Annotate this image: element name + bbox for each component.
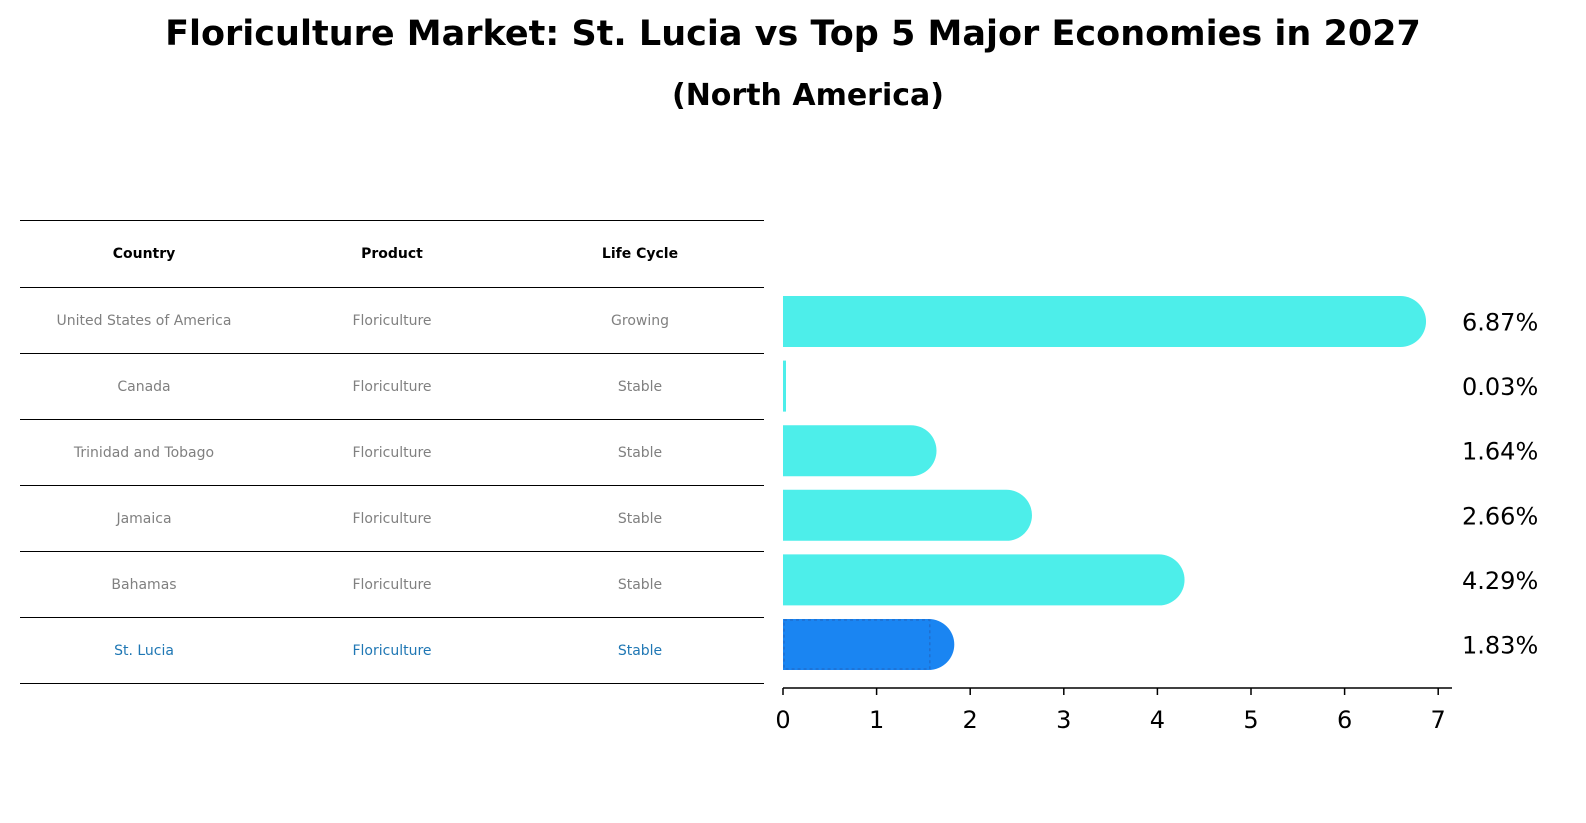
cell-country: Bahamas bbox=[111, 576, 177, 593]
cell-product: Floriculture bbox=[352, 378, 432, 395]
data-table: Country Product Life Cycle United States… bbox=[20, 220, 764, 684]
value-label: 0.03% bbox=[1462, 373, 1538, 401]
cell-product: Floriculture bbox=[352, 312, 432, 329]
cell-country: St. Lucia bbox=[114, 642, 174, 659]
cell-country: United States of America bbox=[56, 312, 232, 329]
cell-life-cycle: Stable bbox=[617, 642, 663, 659]
x-tick-label: 6 bbox=[1337, 706, 1352, 734]
header-life-cycle: Life Cycle bbox=[601, 246, 679, 262]
table-row-highlight: St. Lucia Floriculture Stable bbox=[20, 618, 764, 683]
x-tick-label: 0 bbox=[775, 706, 790, 734]
table-rule bbox=[20, 683, 764, 684]
cell-life-cycle: Stable bbox=[617, 576, 663, 593]
x-tick-label: 3 bbox=[1056, 706, 1071, 734]
cell-life-cycle: Stable bbox=[617, 510, 663, 527]
table-row: Trinidad and Tobago Floriculture Stable bbox=[20, 420, 764, 485]
table-rule bbox=[20, 551, 764, 552]
bar bbox=[783, 425, 937, 477]
x-tick-label: 1 bbox=[869, 706, 884, 734]
table-rule bbox=[20, 287, 764, 288]
header-product: Product bbox=[361, 246, 423, 262]
bar bbox=[783, 296, 1427, 347]
chart-title: Floriculture Market: St. Lucia vs Top 5 … bbox=[165, 14, 1421, 54]
cell-product: Floriculture bbox=[352, 642, 432, 659]
table-rule bbox=[20, 419, 764, 420]
x-tick-label: 2 bbox=[963, 706, 978, 734]
bar-highlight-outline bbox=[783, 619, 931, 670]
table-rule bbox=[20, 220, 764, 221]
header-country: Country bbox=[112, 246, 176, 262]
table-row: Bahamas Floriculture Stable bbox=[20, 552, 764, 617]
table-row: United States of America Floriculture Gr… bbox=[20, 288, 764, 353]
bar-highlight bbox=[783, 619, 955, 670]
cell-country: Canada bbox=[117, 378, 171, 395]
bar bbox=[783, 489, 1032, 541]
table-rule bbox=[20, 353, 764, 354]
table-row: Jamaica Floriculture Stable bbox=[20, 486, 764, 551]
cell-product: Floriculture bbox=[352, 444, 432, 461]
x-tick-label: 5 bbox=[1243, 706, 1258, 734]
table-rule bbox=[20, 485, 764, 486]
bar bbox=[783, 360, 786, 412]
cell-life-cycle: Stable bbox=[617, 444, 663, 461]
cell-life-cycle: Growing bbox=[611, 312, 669, 329]
value-label: 6.87% bbox=[1462, 309, 1538, 337]
table-header-row: Country Product Life Cycle bbox=[20, 221, 764, 287]
table-rule bbox=[20, 617, 764, 618]
cell-product: Floriculture bbox=[352, 510, 432, 527]
cell-product: Floriculture bbox=[352, 576, 432, 593]
chart-subtitle: (North America) bbox=[671, 78, 944, 113]
value-label: 1.64% bbox=[1462, 438, 1538, 466]
value-label: 2.66% bbox=[1462, 502, 1538, 530]
cell-life-cycle: Stable bbox=[617, 378, 663, 395]
x-tick-label: 7 bbox=[1431, 706, 1446, 734]
value-label: 1.83% bbox=[1462, 632, 1538, 660]
bar bbox=[783, 554, 1185, 606]
value-label: 4.29% bbox=[1462, 567, 1538, 595]
cell-country: Trinidad and Tobago bbox=[73, 444, 215, 461]
x-tick-label: 4 bbox=[1150, 706, 1165, 734]
table-row: Canada Floriculture Stable bbox=[20, 354, 764, 419]
cell-country: Jamaica bbox=[116, 510, 172, 527]
